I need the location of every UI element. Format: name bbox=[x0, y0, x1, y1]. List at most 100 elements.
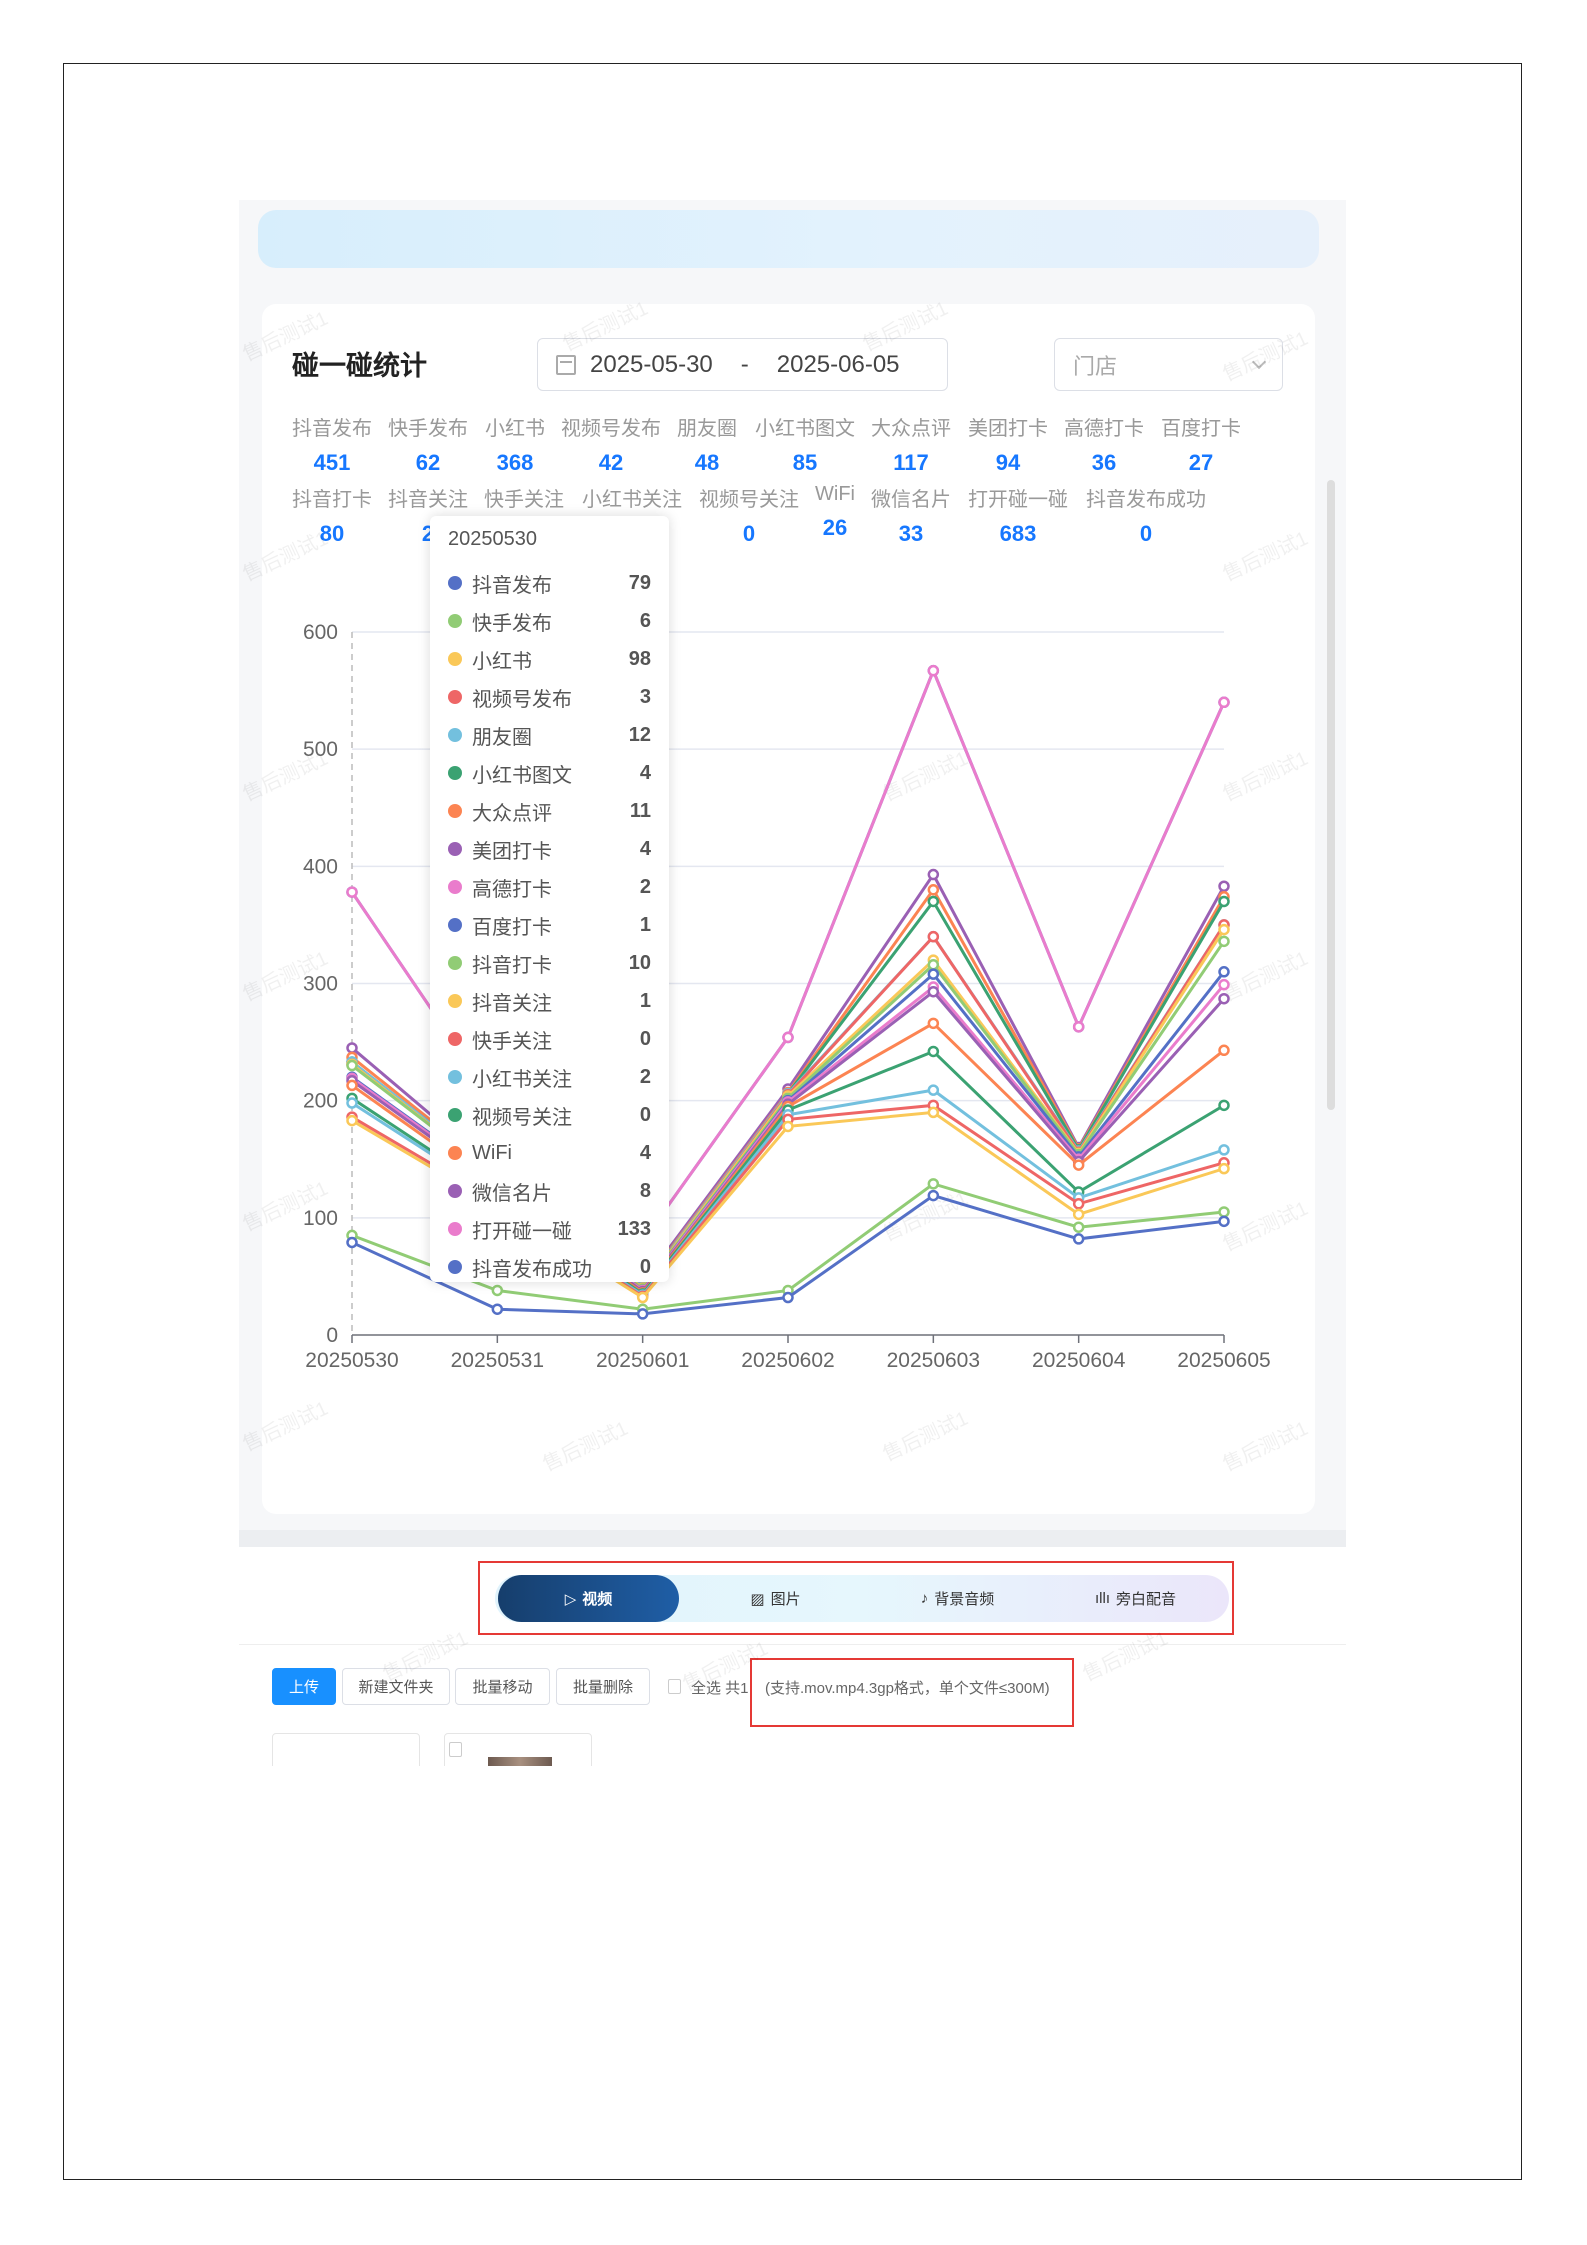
stat-item: 抖音打卡 80 bbox=[292, 483, 372, 547]
stat-value: 36 bbox=[1091, 450, 1117, 475]
scrollbar[interactable] bbox=[1327, 480, 1335, 1110]
tooltip-series-name: 美团打卡 bbox=[472, 840, 552, 863]
tooltip-row: 抖音发布成功 0 bbox=[448, 1248, 651, 1286]
series-marker-icon bbox=[448, 728, 462, 742]
tooltip-series-name: 打开碰一碰 bbox=[472, 1220, 572, 1243]
x-tick-label: 20250603 bbox=[887, 1349, 980, 1372]
tooltip-row: 打开碰一碰 133 bbox=[448, 1210, 651, 1248]
tooltip-row: 微信名片 8 bbox=[448, 1172, 651, 1210]
data-point bbox=[1072, 1159, 1085, 1171]
tab-2[interactable]: ♪ 背景音频 bbox=[867, 1575, 1048, 1622]
data-point bbox=[1072, 1233, 1085, 1245]
tooltip-series-name: 百度打卡 bbox=[472, 916, 552, 939]
data-point bbox=[927, 1189, 940, 1202]
data-point bbox=[346, 1114, 358, 1127]
data-point bbox=[1072, 1221, 1085, 1233]
y-tick-label: 100 bbox=[303, 1207, 338, 1230]
tooltip-row: 抖音关注 1 bbox=[448, 982, 651, 1020]
tooltip-value: 2 bbox=[639, 875, 651, 898]
y-tick-label: 500 bbox=[303, 738, 338, 761]
data-point bbox=[782, 1291, 794, 1304]
series-marker-icon bbox=[448, 1108, 462, 1122]
series-marker-icon bbox=[448, 652, 462, 666]
new-folder-button[interactable]: 新建文件夹 bbox=[342, 1668, 450, 1705]
tab-1[interactable]: ▨ 图片 bbox=[685, 1575, 866, 1622]
waveform-icon: ıllı bbox=[1094, 1590, 1110, 1607]
stat-item: 打开碰一碰 683 bbox=[968, 483, 1068, 547]
x-tick-label: 20250530 bbox=[305, 1349, 398, 1372]
date-start[interactable]: 2025-05-30 bbox=[590, 350, 713, 378]
data-point bbox=[1218, 895, 1230, 908]
data-point bbox=[782, 1120, 794, 1133]
batch-delete-button[interactable]: 批量删除 bbox=[556, 1668, 650, 1705]
batch-move-button[interactable]: 批量移动 bbox=[455, 1668, 550, 1705]
data-point bbox=[1218, 992, 1230, 1005]
thumbnail-image bbox=[488, 1757, 552, 1766]
tab-label: 视频 bbox=[582, 1591, 613, 1608]
stat-item: 小红书关注 bbox=[582, 483, 682, 521]
tooltip-row: 抖音打卡 10 bbox=[448, 944, 651, 982]
select-all-checkbox[interactable] bbox=[668, 1679, 681, 1694]
store-select[interactable]: 门店 bbox=[1054, 338, 1283, 391]
stat-item: 小红书图文 85 bbox=[755, 412, 855, 476]
tooltip-value: 6 bbox=[639, 609, 651, 632]
stat-value: 27 bbox=[1188, 450, 1214, 475]
tooltip-row: WiFi 4 bbox=[448, 1134, 651, 1172]
tooltip-row: 朋友圈 12 bbox=[448, 716, 651, 754]
tooltip-value: 1 bbox=[639, 913, 651, 936]
screenshot: 碰一碰统计 2025-05-30 - 2025-06-05 门店 抖音发布 451… bbox=[239, 200, 1346, 1766]
data-point bbox=[927, 959, 940, 971]
tooltip-value: 3 bbox=[639, 685, 651, 708]
stat-label: 抖音打卡 bbox=[292, 489, 372, 511]
item-checkbox[interactable] bbox=[449, 1742, 462, 1757]
tooltip-series-name: 视频号发布 bbox=[472, 688, 572, 711]
upload-tile[interactable] bbox=[272, 1733, 420, 1766]
x-tick-label: 20250602 bbox=[741, 1349, 834, 1372]
data-point bbox=[927, 1178, 940, 1190]
tooltip-value: 4 bbox=[639, 837, 651, 860]
data-point bbox=[927, 930, 940, 943]
series-marker-icon bbox=[448, 690, 462, 704]
stat-label: 微信名片 bbox=[871, 489, 951, 511]
stat-label: 百度打卡 bbox=[1161, 418, 1241, 440]
top-banner bbox=[258, 210, 1319, 268]
data-point bbox=[1072, 1198, 1085, 1210]
data-point bbox=[927, 1045, 940, 1058]
x-tick-label: 20250604 bbox=[1032, 1349, 1126, 1372]
tooltip-row: 视频号关注 0 bbox=[448, 1096, 651, 1134]
data-point bbox=[927, 1017, 940, 1030]
series-marker-icon bbox=[448, 1032, 462, 1046]
series-marker-icon bbox=[448, 956, 462, 970]
stat-value: 0 bbox=[742, 521, 756, 546]
series-marker-icon bbox=[448, 1260, 462, 1274]
upload-button[interactable]: 上传 bbox=[272, 1668, 336, 1705]
date-range-picker[interactable]: 2025-05-30 - 2025-06-05 bbox=[537, 338, 948, 391]
tooltip-value: 0 bbox=[639, 1255, 651, 1278]
tooltip-value: 98 bbox=[628, 647, 651, 670]
data-point bbox=[1218, 1162, 1230, 1175]
tooltip-title: 20250530 bbox=[448, 528, 537, 550]
video-thumbnail[interactable] bbox=[444, 1733, 592, 1766]
tooltip-value: 11 bbox=[629, 799, 651, 822]
stat-label: WiFi bbox=[815, 483, 855, 505]
tooltip-series-name: 朋友圈 bbox=[472, 726, 532, 749]
stat-label: 抖音发布成功 bbox=[1086, 489, 1206, 511]
tab-3[interactable]: ıllı 旁白配音 bbox=[1045, 1575, 1226, 1622]
tooltip-series-name: 快手关注 bbox=[472, 1030, 552, 1053]
date-end[interactable]: 2025-06-05 bbox=[776, 350, 900, 378]
tooltip-row: 百度打卡 1 bbox=[448, 906, 651, 944]
tooltip-value: 133 bbox=[617, 1217, 651, 1240]
tooltip-series-name: 高德打卡 bbox=[472, 878, 552, 901]
data-point bbox=[346, 886, 358, 898]
series-marker-icon bbox=[448, 804, 462, 818]
tooltip-series-name: WiFi bbox=[472, 1141, 512, 1164]
tab-0[interactable]: ▷ 视频 bbox=[498, 1575, 679, 1622]
tooltip-value: 1 bbox=[639, 989, 651, 1012]
date-separator: - bbox=[740, 350, 749, 378]
series-marker-icon bbox=[448, 614, 462, 628]
stat-item: 抖音发布 451 bbox=[292, 412, 372, 476]
stat-value: 368 bbox=[496, 450, 534, 475]
stat-value: 48 bbox=[694, 450, 720, 475]
stat-label: 抖音关注 bbox=[388, 489, 468, 511]
tooltip-series-name: 小红书图文 bbox=[472, 764, 572, 787]
